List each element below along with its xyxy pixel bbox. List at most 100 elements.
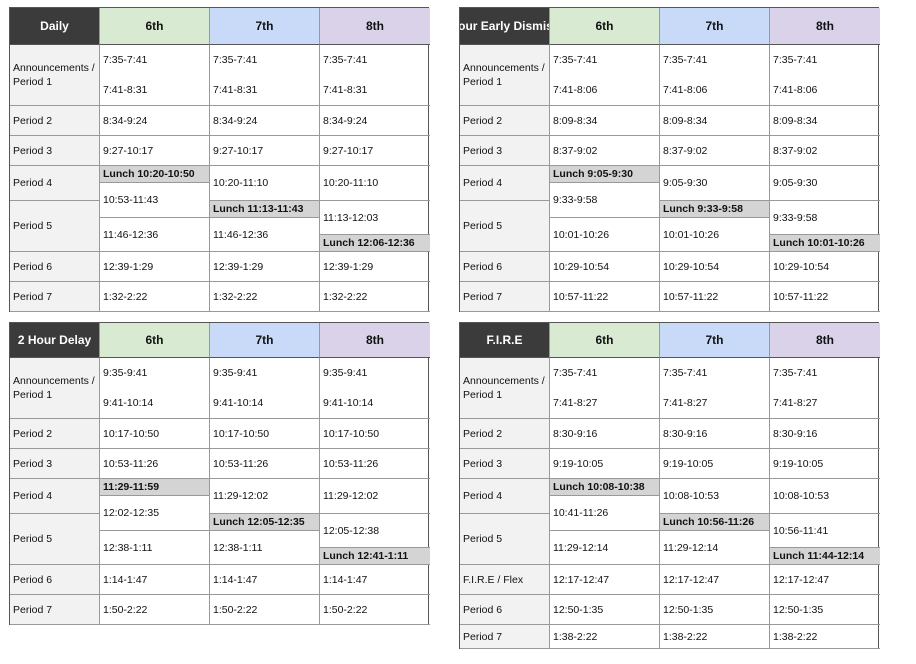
time-cell: 12:50-1:35: [660, 595, 770, 625]
time-cell: 11:46-12:36: [100, 218, 210, 252]
lunch-cell: Lunch 10:01-10:26: [770, 235, 880, 252]
time-cell: 1:14-1:47: [210, 565, 320, 595]
time-cell: 12:39-1:29: [320, 252, 430, 282]
time-cell: 1:32-2:22: [320, 282, 430, 312]
time-cell: 10:53-11:43: [100, 183, 210, 218]
time-cell: 9:05-9:30: [770, 166, 880, 201]
time-cell: 8:09-8:34: [660, 106, 770, 136]
grade-column-header: 7th: [660, 323, 770, 358]
time-cell: 9:41-10:14: [100, 388, 210, 419]
time-cell: 8:30-9:16: [770, 419, 880, 449]
schedule-title: 2 Hour Delay: [10, 323, 100, 358]
lunch-cell: 11:29-11:59: [100, 479, 210, 496]
time-cell: 12:50-1:35: [550, 595, 660, 625]
grade-column-header: 6th: [100, 8, 210, 45]
time-cell: 8:37-9:02: [550, 136, 660, 166]
period-label: Period 4: [460, 166, 550, 201]
period-label: Period 3: [10, 449, 100, 479]
time-cell: 1:50-2:22: [100, 595, 210, 625]
time-cell: 7:41-8:06: [770, 75, 880, 106]
period-label: Period 4: [460, 479, 550, 514]
period-label: Period 2: [460, 106, 550, 136]
period-label: Period 5: [10, 201, 100, 252]
time-cell: 7:41-8:31: [100, 75, 210, 106]
time-cell: 10:53-11:26: [320, 449, 430, 479]
time-cell: 7:35-7:41: [210, 45, 320, 75]
schedule-title: Daily: [10, 8, 100, 45]
time-cell: 7:35-7:41: [660, 45, 770, 75]
time-cell: 7:41-8:06: [660, 75, 770, 106]
time-cell: 1:32-2:22: [100, 282, 210, 312]
time-cell: 1:14-1:47: [100, 565, 210, 595]
time-cell: 8:09-8:34: [770, 106, 880, 136]
time-cell: 9:35-9:41: [100, 358, 210, 388]
time-cell: 9:35-9:41: [323, 367, 368, 379]
period-label: Period 5: [460, 514, 550, 565]
time-cell: 10:56-11:41: [770, 514, 880, 548]
grade-column-header: 8th: [320, 8, 430, 45]
time-cell: 10:20-11:10: [210, 166, 320, 201]
lunch-cell: Lunch 11:44-12:14: [770, 548, 880, 565]
grade-column-header: 8th: [320, 323, 430, 358]
time-cell: 1:50-2:22: [320, 595, 430, 625]
grade-column-header: 6th: [550, 323, 660, 358]
period-label: Period 6: [10, 252, 100, 282]
time-cell: 1:38-2:22: [770, 625, 880, 649]
grade-column-header: 6th: [100, 323, 210, 358]
period-label: Period 4: [10, 479, 100, 514]
period-label: F.I.R.E / Flex: [460, 565, 550, 595]
time-cell: 7:41-8:27: [550, 388, 660, 419]
schedule-table: F.I.R.E 6th 7th 8th Announcements / Period 1…: [459, 322, 880, 649]
time-cell: 10:57-11:22: [550, 282, 660, 312]
time-cell: 1:38-2:22: [660, 625, 770, 649]
period-label: Period 4: [10, 166, 100, 201]
time-cell: 10:17-10:50: [210, 419, 320, 449]
time-cell: 9:33-9:58: [550, 183, 660, 218]
period-label: Announcements / Period 1: [10, 45, 100, 106]
grade-column-header: 7th: [210, 8, 320, 45]
schedule-table: 3 Hour Early Dismissal6th7th8th Announcem…: [459, 7, 880, 312]
lunch-cell: Lunch 9:33-9:58: [660, 201, 770, 218]
time-cell: 10:57-11:22: [770, 282, 880, 312]
grade-column-header: 7th: [210, 323, 320, 358]
time-cell: 12:39-1:29: [100, 252, 210, 282]
time-cell: 9:19-10:05: [550, 449, 660, 479]
time-cell: 9:27-10:17: [100, 136, 210, 166]
time-cell: 7:35-7:41: [773, 54, 818, 66]
period-label: Period 7: [10, 282, 100, 312]
period-label: Period 5: [460, 201, 550, 252]
lunch-cell: Lunch 10:20-10:50: [100, 166, 210, 183]
schedule-title: 3 Hour Early Dismissal: [460, 8, 550, 45]
period-label: Period 5: [10, 514, 100, 565]
time-cell: 8:09-8:34: [550, 106, 660, 136]
period-label: Period 3: [460, 136, 550, 166]
period-label: Announcements / Period 1: [460, 45, 550, 106]
time-cell: 8:34-9:24: [210, 106, 320, 136]
time-cell: 10:57-11:22: [660, 282, 770, 312]
time-cell: 11:29-12:14: [660, 531, 770, 565]
grade-column-header: 8th: [770, 323, 880, 358]
time-cell: 9:41-10:14: [210, 388, 320, 419]
time-cell: 10:41-11:26: [550, 496, 660, 531]
time-cell: 10:17-10:50: [320, 419, 430, 449]
time-cell: 8:34-9:24: [100, 106, 210, 136]
lunch-cell: Lunch 12:06-12:36: [320, 235, 430, 252]
time-cell: 1:50-2:22: [210, 595, 320, 625]
time-cell: 7:35-7:41: [773, 367, 818, 379]
time-cell: 7:35-7:41: [100, 45, 210, 75]
time-cell: 10:08-10:53: [770, 479, 880, 514]
schedule-title: F.I.R.E: [460, 323, 550, 358]
time-cell: 12:50-1:35: [770, 595, 880, 625]
time-cell: 9:35-9:41: [210, 358, 320, 388]
time-cell: 8:34-9:24: [320, 106, 430, 136]
time-cell: 10:01-10:26: [550, 218, 660, 252]
time-cell: 7:35-7:41: [550, 45, 660, 75]
schedule-table: 2 Hour Delay 6th 7th 8th Announcements / Per…: [9, 322, 430, 625]
period-label: Period 3: [460, 449, 550, 479]
time-cell: 10:29-10:54: [770, 252, 880, 282]
time-cell: 10:08-10:53: [660, 479, 770, 514]
time-cell: 12:05-12:38: [320, 514, 430, 548]
time-cell: 9:05-9:30: [660, 166, 770, 201]
time-cell: 1:14-1:47: [320, 565, 430, 595]
time-cell: 9:27-10:17: [320, 136, 430, 166]
